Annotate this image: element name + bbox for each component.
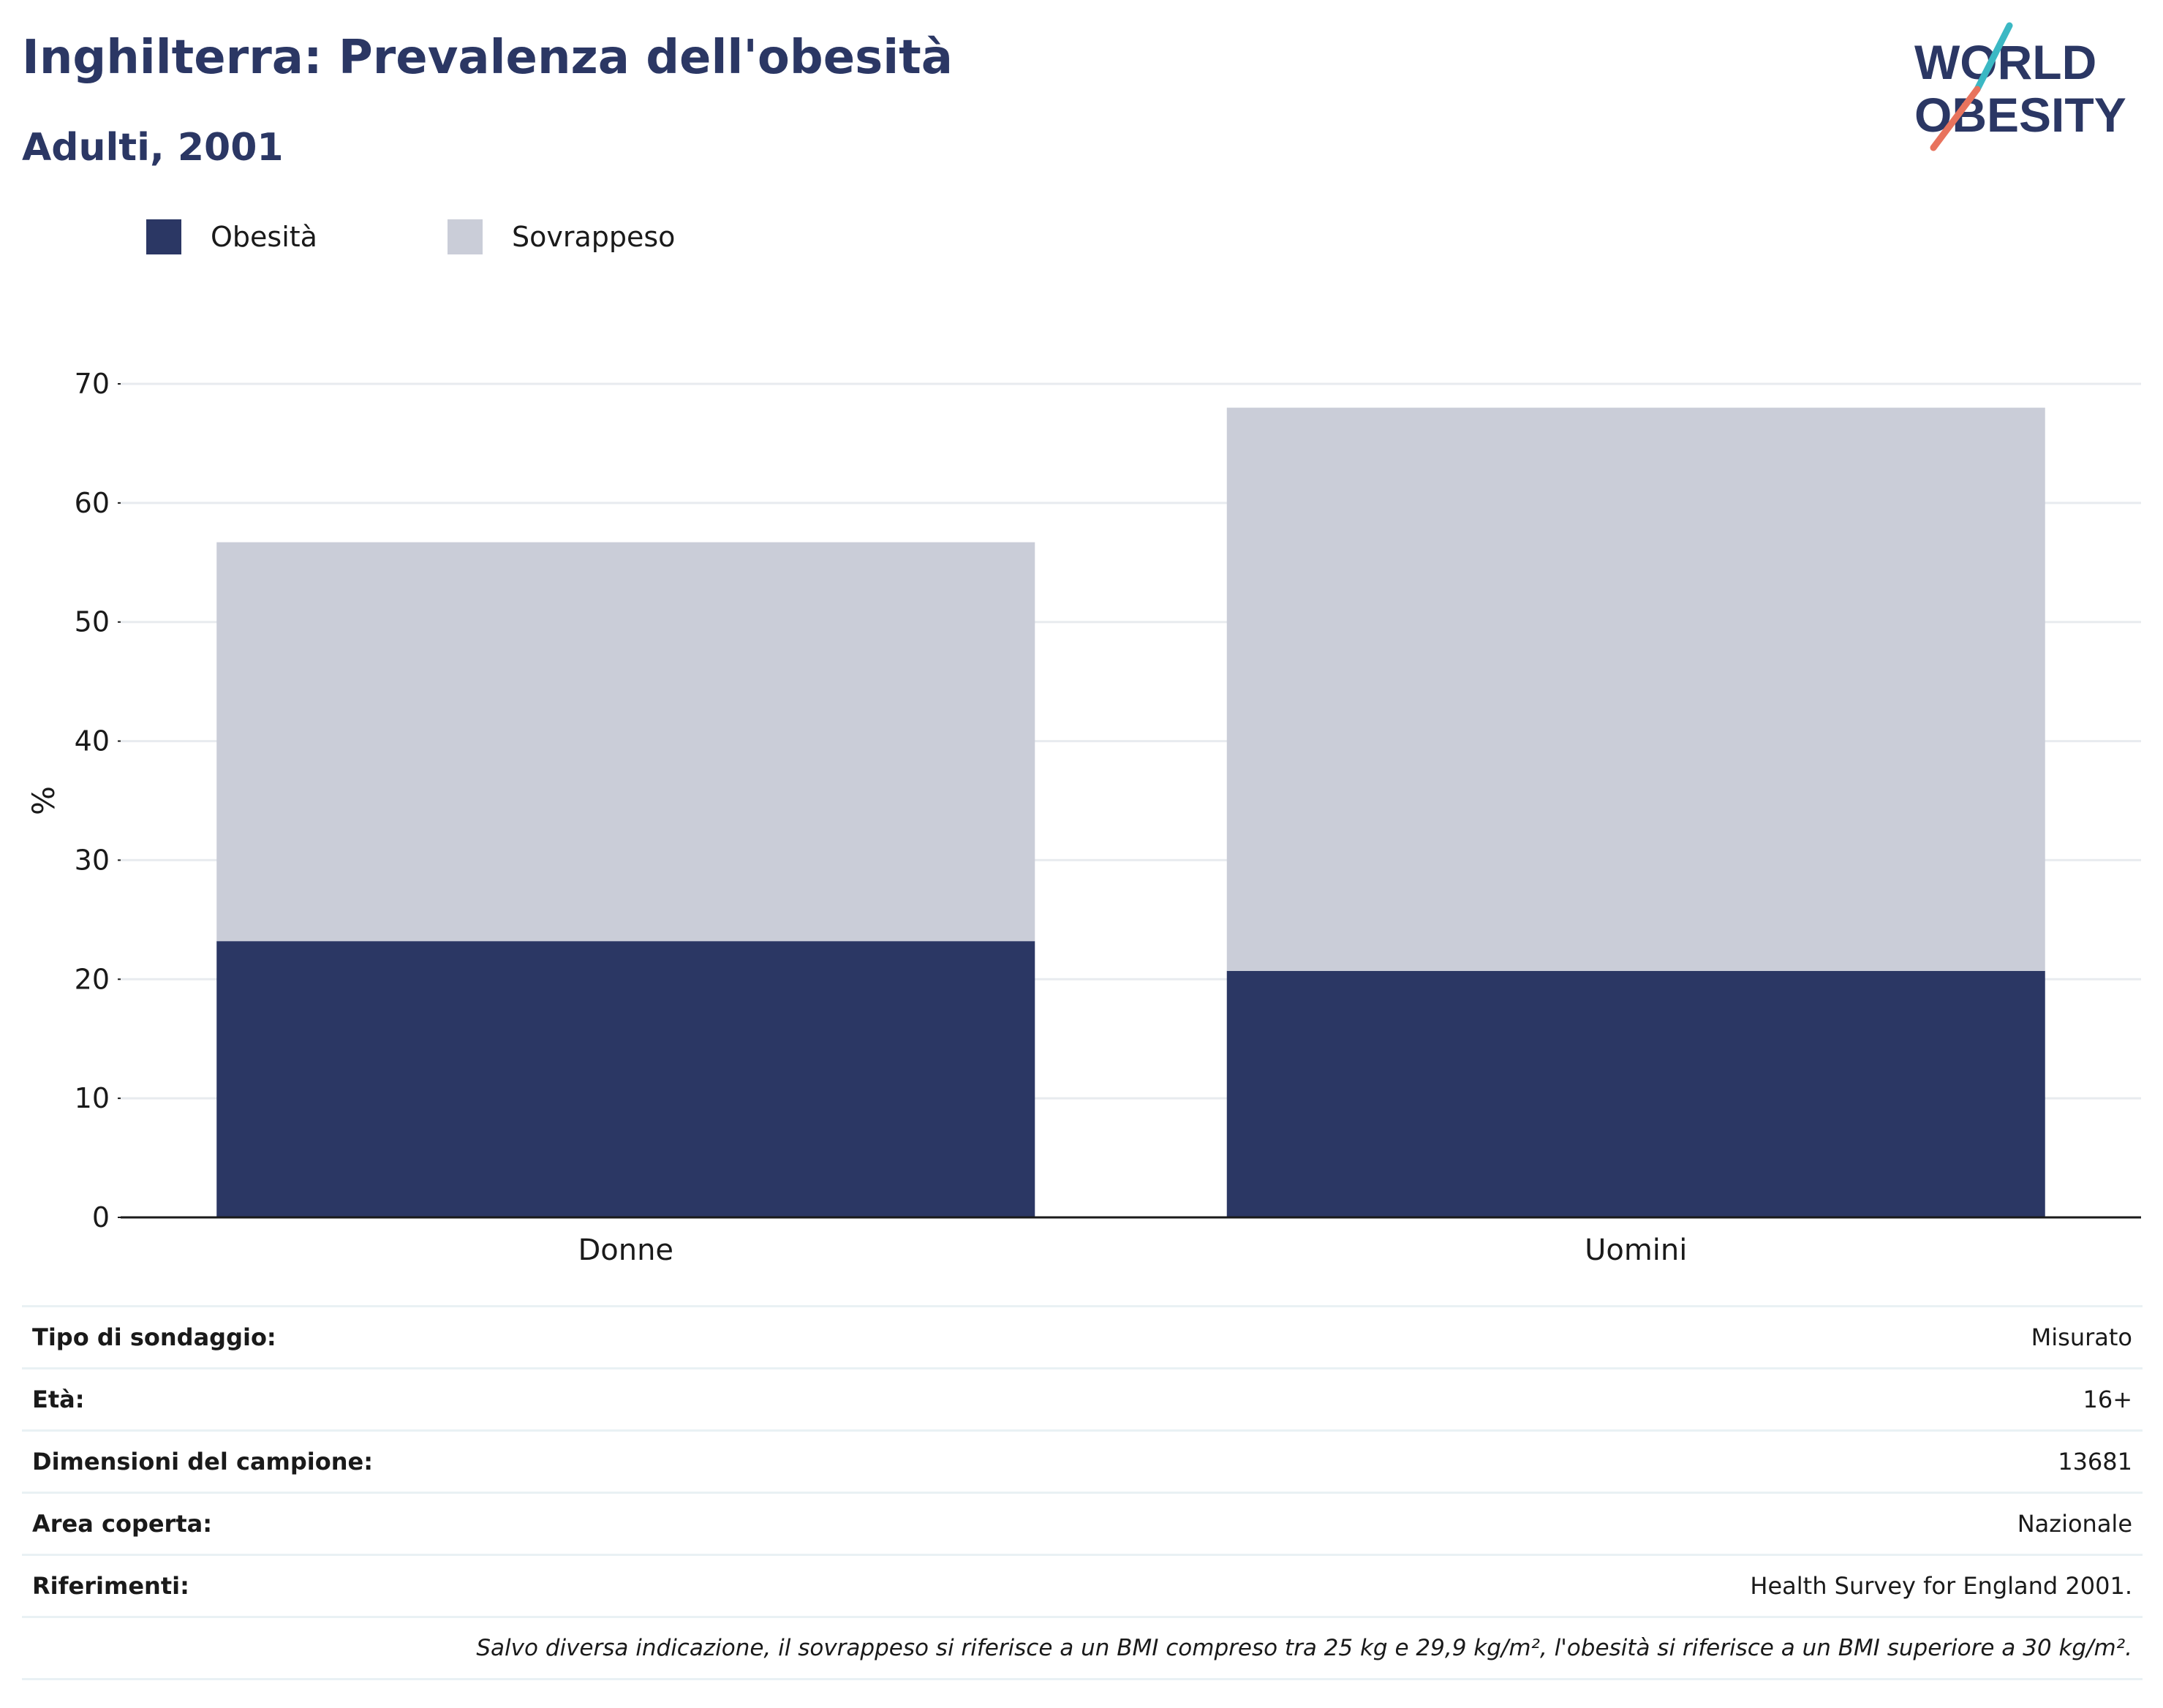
chart-title: Inghilterra: Prevalenza dell'obesità <box>22 31 953 85</box>
info-row-age: Età: 16+ <box>22 1367 2143 1429</box>
info-row-references: Riferimenti: Health Survey for England 2… <box>22 1554 2143 1616</box>
y-tick-label: 50 <box>75 606 110 638</box>
info-value: Health Survey for England 2001. <box>1750 1572 2132 1600</box>
y-axis-label: % <box>26 786 61 815</box>
survey-info-table: Tipo di sondaggio: Misurato Età: 16+ Dim… <box>22 1305 2143 1680</box>
info-value: Nazionale <box>2017 1510 2132 1538</box>
bar-donne-sovrappeso <box>216 542 1035 942</box>
y-tick-label: 20 <box>75 963 110 995</box>
y-tick-label: 60 <box>75 487 110 519</box>
y-tick-label: 40 <box>75 725 110 757</box>
info-row-area: Area coperta: Nazionale <box>22 1492 2143 1554</box>
legend-swatch-obesita <box>146 219 181 254</box>
world-obesity-logo: WORLD OBESITY <box>1914 22 2126 151</box>
y-tick-label: 70 <box>75 368 110 400</box>
y-tick-label: 30 <box>75 844 110 876</box>
bar-uomini-sovrappeso <box>1226 407 2045 971</box>
x-tick-label: Donne <box>578 1233 673 1265</box>
legend-swatch-sovrappeso <box>448 219 483 254</box>
chart-subtitle: Adulti, 2001 <box>22 126 284 170</box>
info-label: Riferimenti: <box>32 1572 189 1600</box>
info-value: 13681 <box>2058 1448 2132 1475</box>
legend-item-sovrappeso: Sovrappeso <box>448 219 675 254</box>
logo-line1: WORLD <box>1914 35 2096 89</box>
x-tick-label: Uomini <box>1585 1233 1687 1265</box>
info-value: 16+ <box>2083 1386 2132 1413</box>
info-row-survey-type: Tipo di sondaggio: Misurato <box>22 1305 2143 1367</box>
bar-uomini-obesita <box>1226 970 2045 1217</box>
logo-line2: OBESITY <box>1914 88 2126 142</box>
legend-label-obesita: Obesità <box>211 221 317 253</box>
info-label: Dimensioni del campione: <box>32 1448 374 1475</box>
legend-label-sovrappeso: Sovrappeso <box>512 221 676 253</box>
y-tick-label: 10 <box>75 1082 110 1114</box>
bmi-footnote: Salvo diversa indicazione, il sovrappeso… <box>22 1616 2143 1680</box>
stacked-bar-chart: 0 10 20 30 40 50 60 70% Donne Uomini <box>26 368 2141 1265</box>
legend-item-obesita: Obesità <box>146 219 317 254</box>
info-label: Età: <box>32 1386 85 1413</box>
info-value: Misurato <box>2031 1323 2132 1351</box>
logo-teal-stroke <box>1974 22 2013 93</box>
logo-coral-stroke <box>1930 86 1981 151</box>
info-label: Area coperta: <box>32 1510 213 1538</box>
footnote-text: Salvo diversa indicazione, il sovrappeso… <box>476 1635 2132 1661</box>
bar-donne-obesita <box>216 941 1035 1217</box>
y-tick-label: 0 <box>92 1201 110 1233</box>
info-row-sample-size: Dimensioni del campione: 13681 <box>22 1429 2143 1492</box>
info-label: Tipo di sondaggio: <box>32 1323 276 1351</box>
